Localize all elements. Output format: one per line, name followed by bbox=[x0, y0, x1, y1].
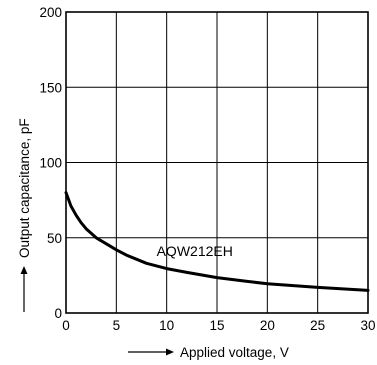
series-label-0: AQW212EH bbox=[157, 243, 233, 259]
x-tick-label-25: 25 bbox=[310, 318, 325, 333]
plot-frame bbox=[65, 11, 369, 314]
series-line-0 bbox=[64, 191, 370, 292]
y-tick-label-0: 0 bbox=[54, 306, 62, 321]
x-tick-label-5: 5 bbox=[113, 318, 121, 333]
x-axis-arrow-head-icon bbox=[166, 348, 174, 356]
grid-lines bbox=[66, 12, 368, 313]
y-tick-label-100: 100 bbox=[39, 156, 62, 171]
y-tick-label-50: 50 bbox=[47, 231, 62, 246]
y-tick-label-200: 200 bbox=[39, 5, 62, 20]
x-tick-label-15: 15 bbox=[209, 318, 224, 333]
x-tick-label-10: 10 bbox=[159, 318, 174, 333]
x-tick-label-30: 30 bbox=[360, 318, 375, 333]
tick-labels: 0 5 10 15 20 25 30 0 50 100 150 200 bbox=[39, 5, 375, 333]
y-axis-title-group: Output capacitance, pF bbox=[17, 118, 32, 312]
x-axis-title: Applied voltage, V bbox=[180, 345, 289, 360]
x-axis-title-group: Applied voltage, V bbox=[128, 345, 289, 360]
annotations: AQW212EH bbox=[157, 243, 233, 259]
x-tick-label-20: 20 bbox=[260, 318, 275, 333]
y-axis-arrow-head-icon bbox=[20, 266, 28, 274]
y-tick-label-150: 150 bbox=[39, 80, 62, 95]
series-layer bbox=[64, 191, 370, 292]
x-tick-label-0: 0 bbox=[62, 318, 70, 333]
y-axis-title: Output capacitance, pF bbox=[17, 118, 32, 258]
